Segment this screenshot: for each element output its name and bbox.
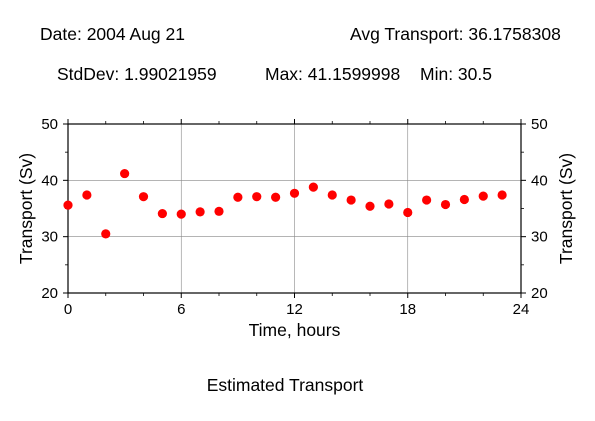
data-point <box>384 199 394 209</box>
date-label: Date: 2004 Aug 21 <box>40 24 185 44</box>
x-tick-label: 6 <box>177 301 185 318</box>
data-point <box>327 190 337 200</box>
y-tick-label-left: 50 <box>41 116 58 133</box>
data-point <box>214 206 224 216</box>
data-point <box>101 229 111 239</box>
data-point <box>63 200 73 210</box>
data-point <box>440 199 451 210</box>
data-point <box>478 191 488 201</box>
data-point <box>252 192 262 202</box>
y-axis-title-right: Transport (Sv) <box>556 153 576 264</box>
data-point <box>365 201 375 211</box>
data-point <box>233 192 243 202</box>
x-tick-label: 12 <box>286 301 303 318</box>
y-tick-label-right: 50 <box>531 116 548 133</box>
data-point <box>422 195 432 205</box>
data-point <box>308 182 318 192</box>
data-point <box>271 192 281 202</box>
y-tick-label-left: 20 <box>41 285 58 302</box>
data-point <box>497 190 507 200</box>
y-tick-label-right: 30 <box>531 229 548 246</box>
max-label: Max: 41.1599998 <box>265 64 401 84</box>
x-tick-label: 24 <box>513 301 530 318</box>
y-tick-label-left: 30 <box>41 229 58 246</box>
data-point <box>459 194 469 205</box>
data-point <box>346 195 356 205</box>
stddev-label: StdDev: 1.99021959 <box>57 64 217 84</box>
chart-caption: Estimated Transport <box>206 375 364 395</box>
min-label: Min: 30.5 <box>420 64 492 84</box>
grid-lines <box>68 124 521 293</box>
data-point <box>195 207 205 217</box>
x-tick-label: 0 <box>64 301 72 318</box>
data-point <box>82 190 92 200</box>
data-point <box>157 208 167 219</box>
data-point <box>176 209 186 219</box>
y-tick-label-right: 40 <box>531 172 548 189</box>
axis-ticks <box>63 119 526 298</box>
x-tick-label: 18 <box>399 301 416 318</box>
data-point <box>120 168 130 179</box>
y-axis-title-left: Transport (Sv) <box>16 153 36 264</box>
y-tick-label-right: 20 <box>531 285 548 302</box>
data-point <box>138 192 149 202</box>
data-point <box>289 188 300 198</box>
x-axis-title: Time, hours <box>249 320 341 340</box>
avg-transport-label: Avg Transport: 36.1758308 <box>350 24 561 44</box>
data-points <box>63 168 507 239</box>
data-point <box>403 207 413 218</box>
y-tick-label-left: 40 <box>41 172 58 189</box>
